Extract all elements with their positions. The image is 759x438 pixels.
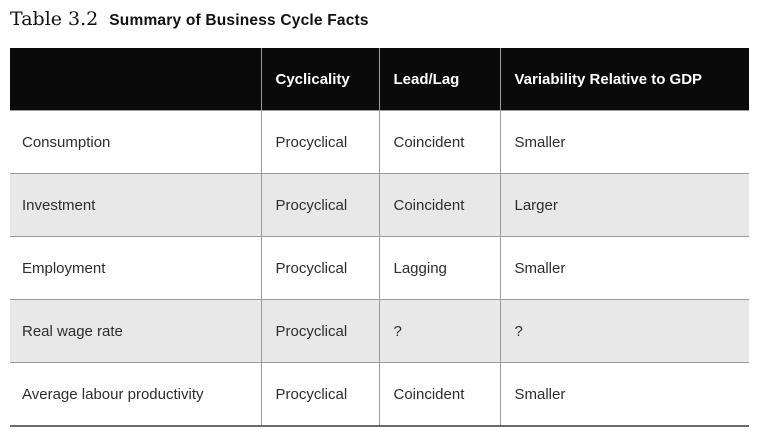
row-label-cell: Employment bbox=[10, 236, 261, 300]
business-cycle-facts-table: Cyclicality Lead/Lag Variability Relativ… bbox=[10, 48, 749, 427]
variability-cell: Larger bbox=[499, 173, 749, 237]
variability-cell: Smaller bbox=[499, 236, 749, 300]
lead-lag-cell: Coincident bbox=[378, 173, 500, 237]
table-row: Investment Procyclical Coincident Larger bbox=[10, 173, 749, 237]
column-header-cyclicality: Cyclicality bbox=[260, 48, 379, 111]
variability-cell: Smaller bbox=[499, 110, 749, 174]
variability-cell: Smaller bbox=[499, 362, 749, 426]
cyclicality-cell: Procyclical bbox=[260, 236, 379, 300]
variability-cell: ? bbox=[499, 299, 749, 363]
cyclicality-cell: Procyclical bbox=[260, 362, 379, 426]
row-label-cell: Consumption bbox=[10, 110, 261, 174]
table-row: Real wage rate Procyclical?? bbox=[10, 299, 749, 363]
row-label-cell: Investment bbox=[10, 173, 261, 237]
table-row: Consumption Procyclical Coincident Smaller bbox=[10, 110, 749, 174]
table-row: Average labour productivity Procyclical Co… bbox=[10, 362, 749, 426]
table-number: Table 3.2 bbox=[10, 8, 99, 30]
column-header-lead-lag: Lead/Lag bbox=[378, 48, 500, 111]
lead-lag-cell: Coincident bbox=[378, 362, 500, 426]
row-label-cell: Real wage rate bbox=[10, 299, 261, 363]
lead-lag-cell: ? bbox=[378, 299, 500, 363]
table-title: Summary of Business Cycle Facts bbox=[109, 12, 369, 29]
column-header-indicator bbox=[10, 48, 261, 111]
column-header-variability: Variability Relative to GDP bbox=[499, 48, 749, 111]
cyclicality-cell: Procyclical bbox=[260, 173, 379, 237]
cyclicality-cell: Procyclical bbox=[260, 299, 379, 363]
row-label-cell: Average labour productivity bbox=[10, 362, 261, 426]
table-body: Consumption Procyclical Coincident Smaller I… bbox=[10, 110, 749, 426]
table-row: Employment Procyclical Lagging Smaller bbox=[10, 236, 749, 300]
header-row: Cyclicality Lead/Lag Variability Relativ… bbox=[10, 48, 749, 111]
page-title: Table 3.2 Summary of Business Cycle Fact… bbox=[10, 8, 759, 32]
cyclicality-cell: Procyclical bbox=[260, 110, 379, 174]
page: Table 3.2 Summary of Business Cycle Fact… bbox=[10, 8, 759, 427]
table-header: Cyclicality Lead/Lag Variability Relativ… bbox=[10, 48, 749, 111]
lead-lag-cell: Coincident bbox=[378, 110, 500, 174]
lead-lag-cell: Lagging bbox=[378, 236, 500, 300]
